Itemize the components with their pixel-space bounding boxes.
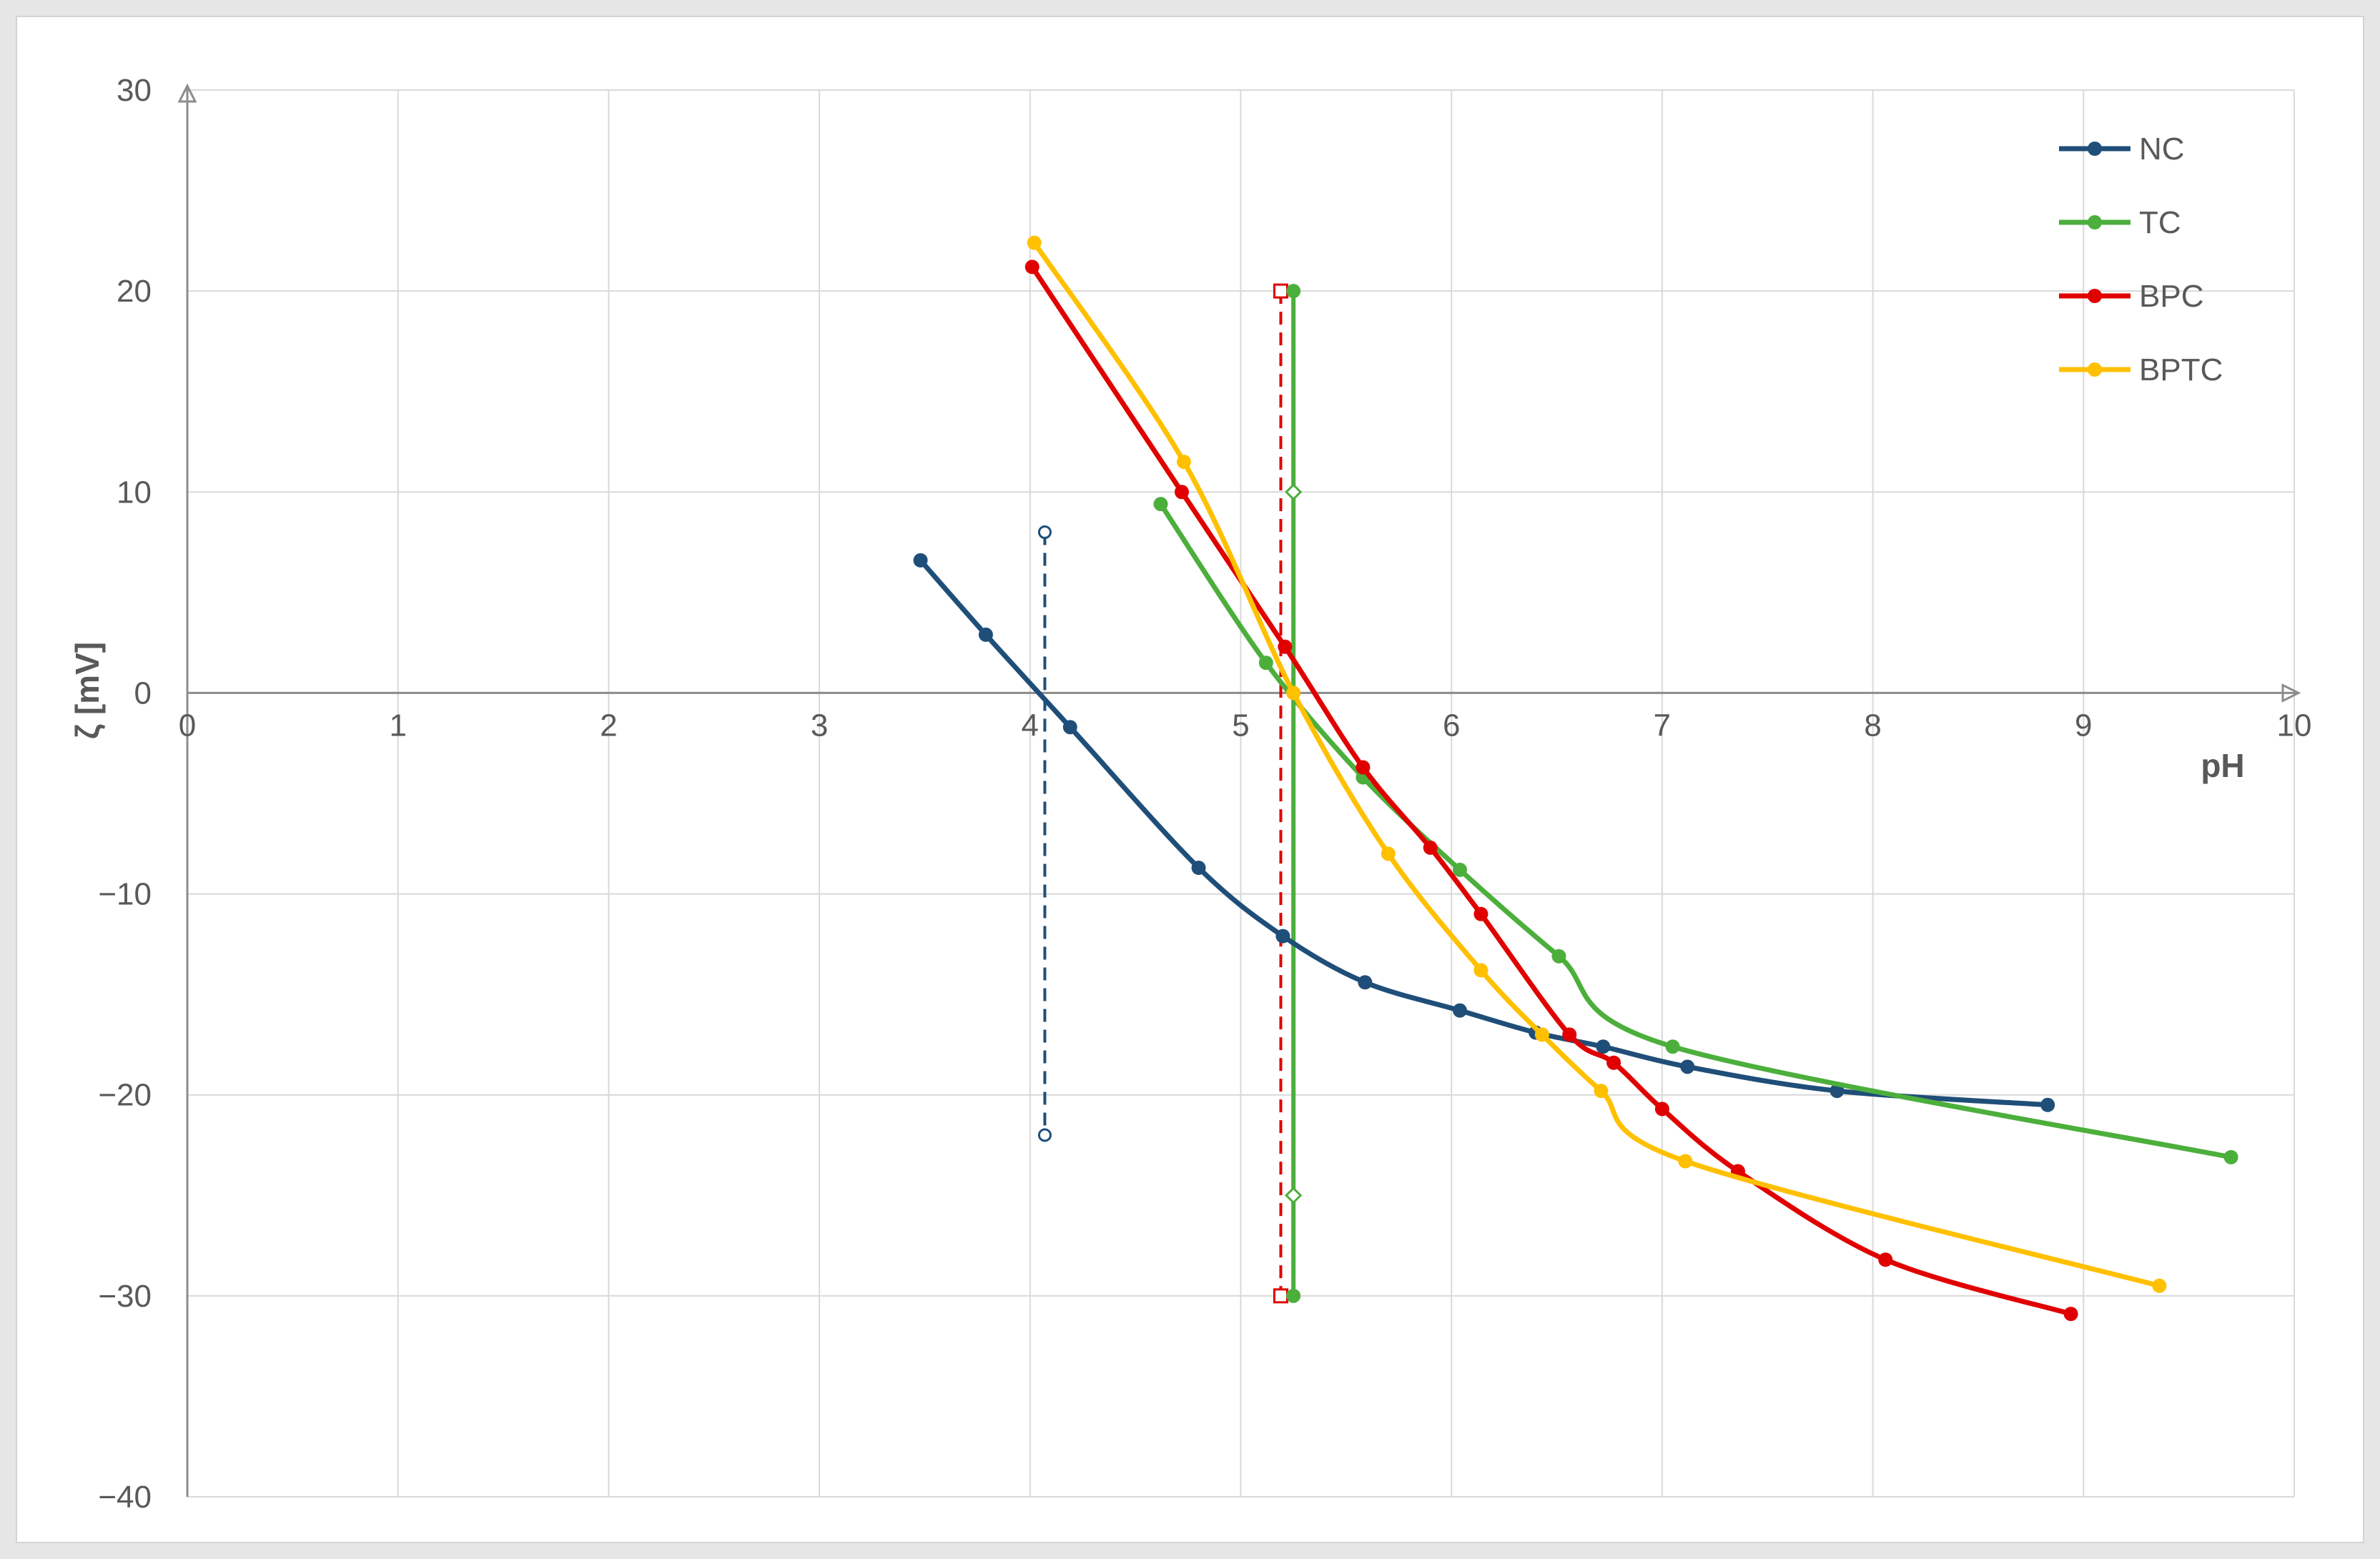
legend-item-bptc: BPTC — [2059, 352, 2223, 387]
data-point — [1678, 1154, 1693, 1169]
data-point — [1878, 1252, 1893, 1267]
reference-marker — [1285, 483, 1303, 501]
data-point — [1562, 1027, 1577, 1042]
data-point — [1358, 975, 1373, 990]
legend-swatch-marker — [2088, 142, 2102, 156]
series-line — [1032, 240, 2162, 1289]
data-point — [2063, 1307, 2078, 1322]
reference-marker — [1037, 525, 1052, 540]
data-point — [1278, 639, 1293, 654]
legend-item-bpc: BPC — [2059, 279, 2203, 314]
data-point — [1024, 259, 1040, 274]
y-tick-label: −10 — [98, 877, 152, 912]
y-tick-label: 10 — [117, 475, 152, 510]
data-point — [1473, 963, 1488, 978]
legend-item-nc: NC — [2059, 132, 2185, 167]
x-tick-label: 2 — [600, 708, 617, 743]
series-line — [918, 558, 2050, 1108]
data-point — [1680, 1059, 1695, 1074]
legend-swatch-marker — [2088, 215, 2102, 229]
series-nc — [913, 553, 2055, 1112]
data-point — [1452, 1003, 1467, 1018]
data-point — [1534, 1027, 1549, 1042]
y-axis-label: ζ [mV] — [69, 642, 106, 739]
data-series — [913, 235, 2238, 1322]
data-point — [1654, 1102, 1669, 1117]
y-tick-label: 0 — [134, 675, 152, 711]
grid-lines — [187, 89, 2295, 1498]
legend-label: TC — [2139, 205, 2181, 240]
x-tick-label: 5 — [1232, 708, 1249, 743]
data-point — [1452, 862, 1467, 877]
data-point — [1286, 686, 1301, 701]
reference-lines — [1037, 283, 1303, 1304]
legend-swatch-marker — [2088, 289, 2102, 303]
data-point — [1027, 235, 1042, 250]
data-point — [1473, 906, 1488, 921]
series-line — [1029, 264, 2074, 1317]
series-line — [1158, 501, 2234, 1160]
data-point — [1191, 861, 1206, 876]
legend-item-tc: TC — [2059, 205, 2181, 240]
y-tick-label: 20 — [117, 274, 152, 309]
reference-marker — [1286, 284, 1301, 299]
x-tick-label: 1 — [389, 708, 406, 743]
data-point — [2223, 1149, 2238, 1164]
data-point — [913, 553, 928, 568]
x-axis-label: pH — [2201, 747, 2244, 784]
y-tick-label: 30 — [117, 73, 152, 108]
data-point — [1606, 1055, 1621, 1070]
x-tick-label: 4 — [1022, 708, 1039, 743]
x-tick-labels: 0 1 2 3 4 5 6 7 8 9 10 — [179, 708, 2312, 743]
y-tick-labels: 30 20 10 0 −10 −20 −30 −40 — [98, 73, 152, 1515]
reference-marker — [1037, 1128, 1052, 1142]
data-point — [1423, 840, 1438, 855]
data-point — [1596, 1039, 1611, 1054]
data-point — [1551, 949, 1566, 964]
x-tick-label: 3 — [811, 708, 828, 743]
data-point — [978, 627, 993, 642]
data-point — [1830, 1084, 1845, 1099]
series-tc — [1153, 497, 2238, 1164]
data-point — [1665, 1039, 1680, 1054]
x-tick-label: 0 — [179, 708, 196, 743]
x-axis-arrow — [2281, 683, 2301, 703]
y-axis-arrow — [177, 83, 197, 103]
data-point — [1381, 846, 1396, 861]
series-bpc — [1024, 259, 2078, 1322]
reference-marker — [1285, 1187, 1303, 1204]
data-point — [1174, 485, 1189, 500]
data-point — [1176, 455, 1191, 470]
reference-marker — [1286, 1288, 1301, 1303]
data-point — [1275, 929, 1290, 944]
data-point — [1153, 497, 1168, 512]
series-bptc — [1027, 235, 2167, 1293]
legend-label: BPTC — [2139, 352, 2223, 387]
x-tick-label: 8 — [1864, 708, 1881, 743]
data-point — [1258, 655, 1273, 670]
x-tick-label: 10 — [2277, 708, 2312, 743]
legend-label: BPC — [2139, 279, 2203, 314]
data-point — [1356, 760, 1371, 775]
y-tick-label: −20 — [98, 1078, 152, 1113]
y-tick-label: −40 — [98, 1480, 152, 1515]
data-point — [1594, 1084, 1609, 1099]
x-tick-label: 9 — [2075, 708, 2092, 743]
legend-label: NC — [2139, 132, 2185, 167]
x-tick-label: 7 — [1654, 708, 1671, 743]
axes — [177, 83, 2301, 1497]
x-tick-label: 6 — [1443, 708, 1460, 743]
data-point — [2040, 1097, 2055, 1112]
data-point — [2152, 1278, 2167, 1293]
data-point — [1062, 720, 1077, 735]
reference-marker — [1273, 283, 1288, 299]
y-tick-label: −30 — [98, 1279, 152, 1314]
reference-marker — [1273, 1288, 1288, 1304]
legend: NC TC BPC BPTC — [2059, 132, 2223, 387]
legend-swatch-marker — [2088, 362, 2102, 377]
